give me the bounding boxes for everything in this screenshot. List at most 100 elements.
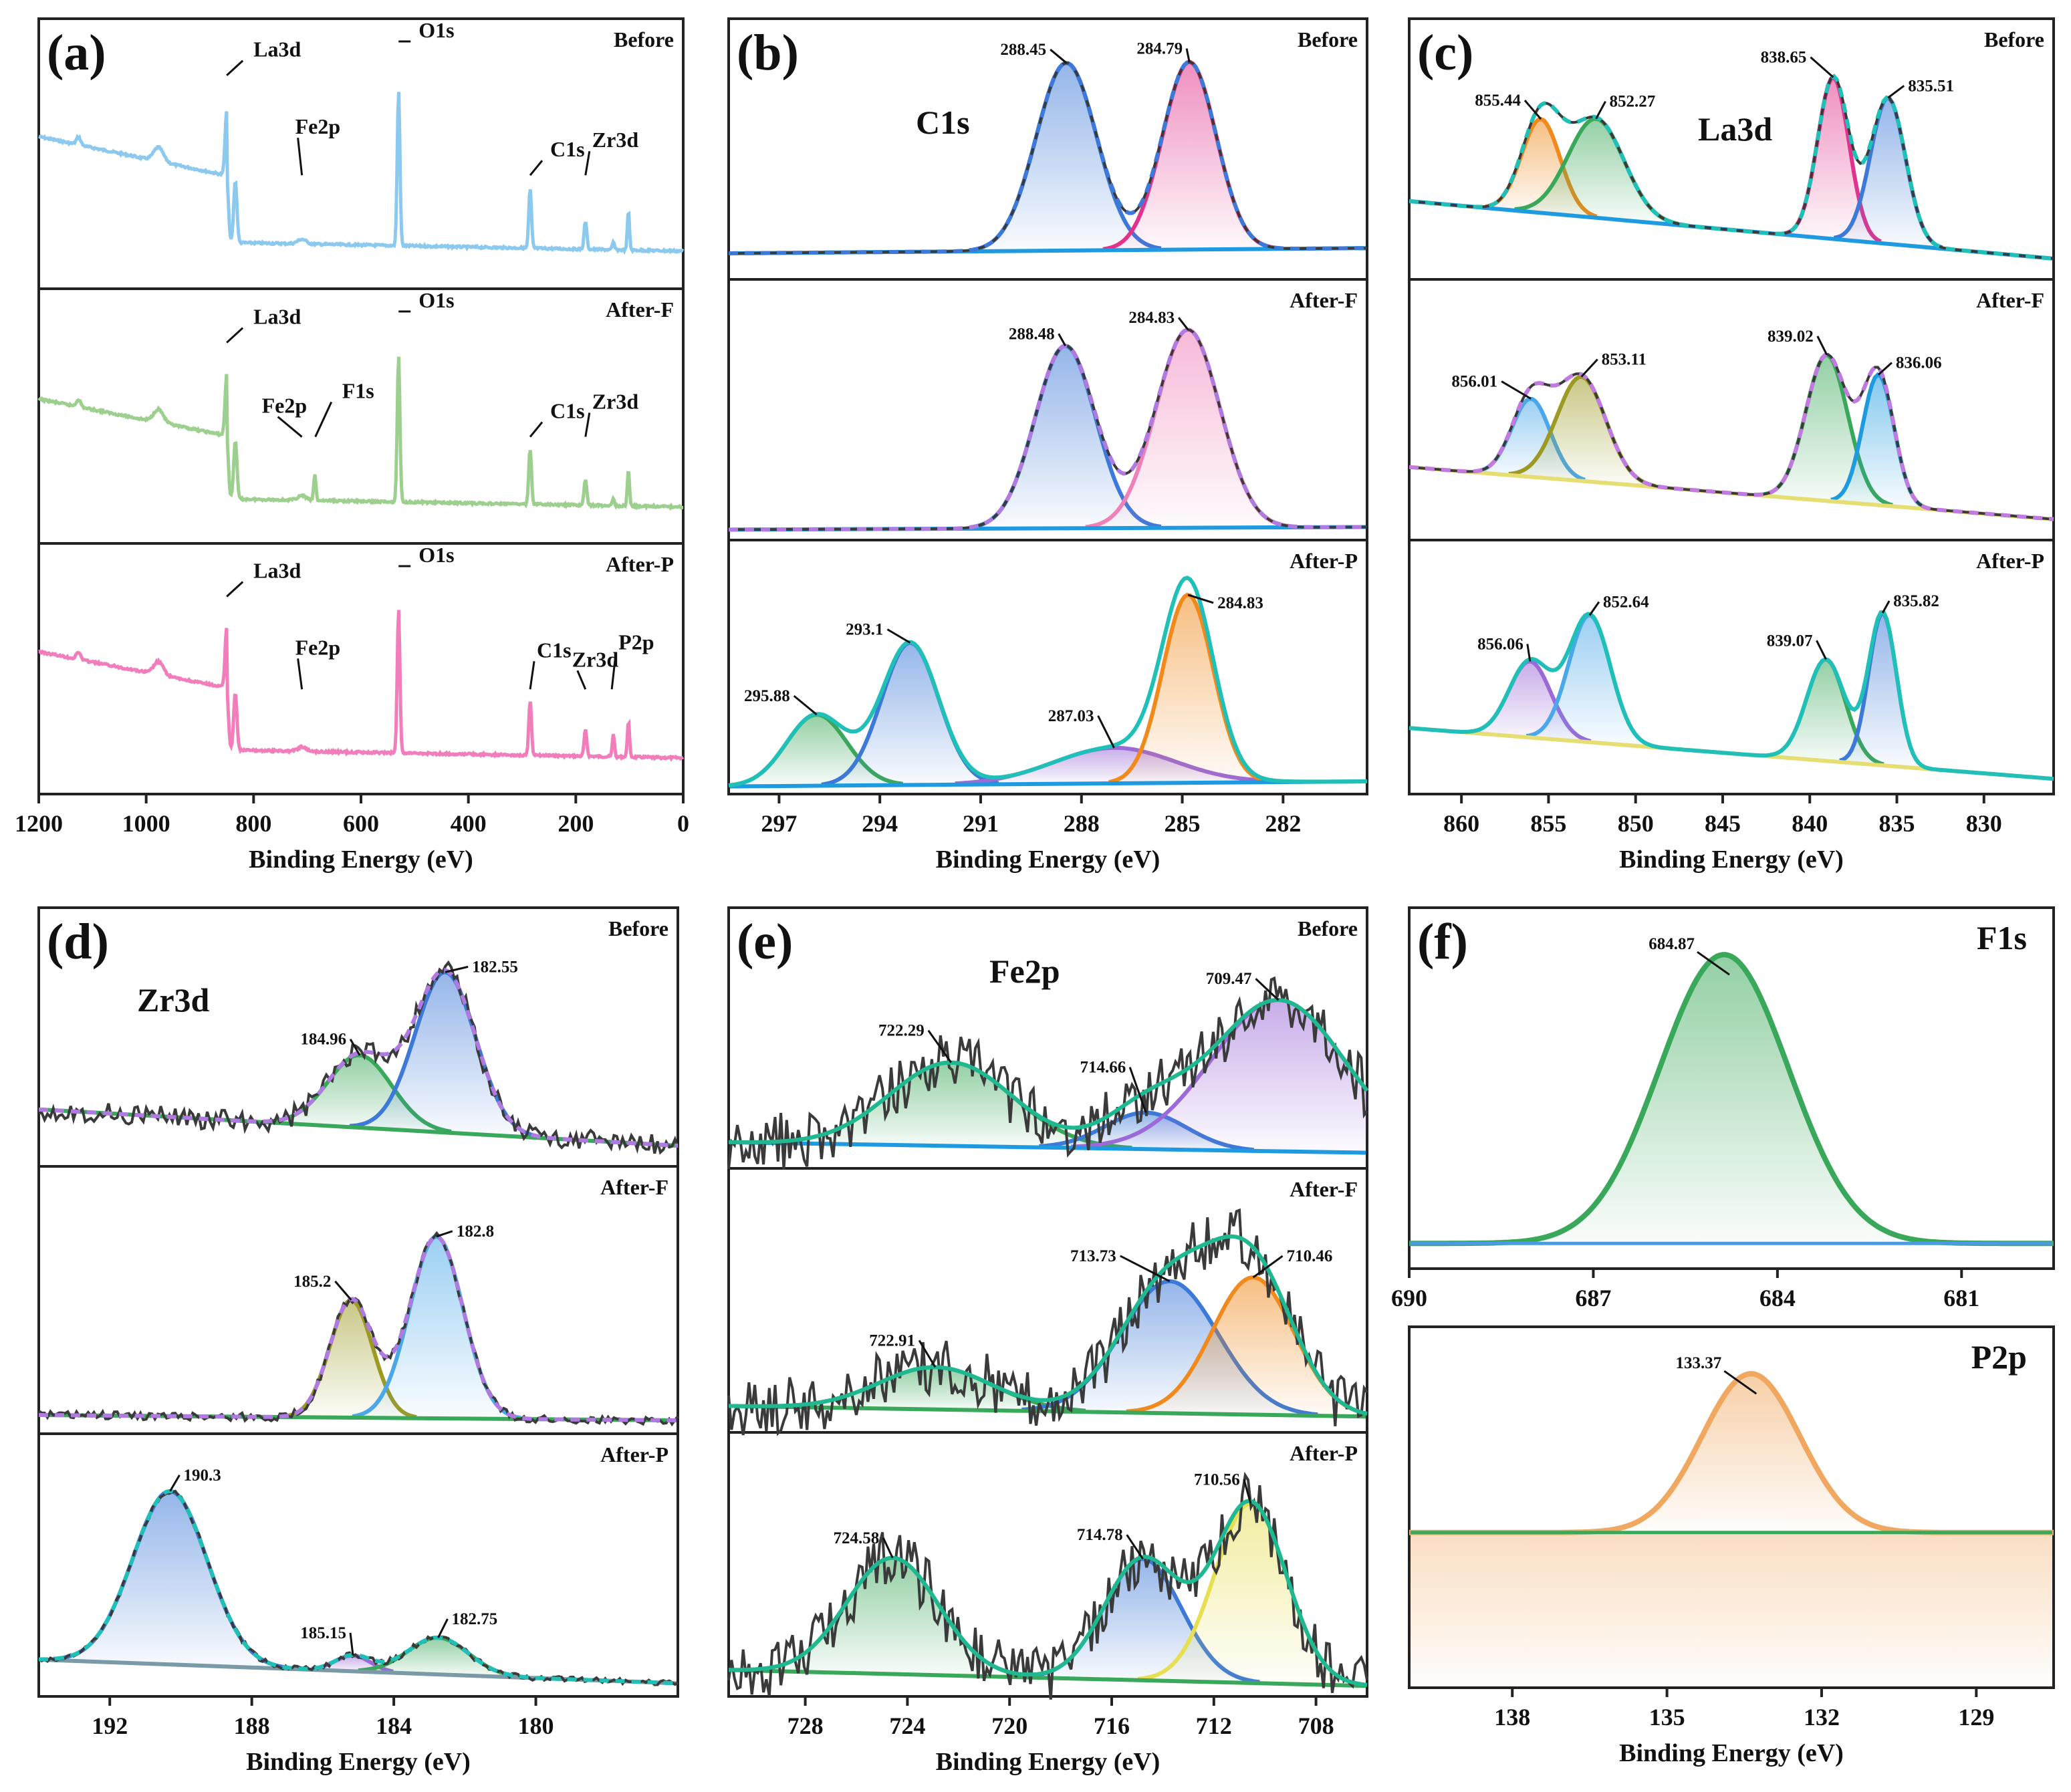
panel-b-s2-peak-fill — [821, 642, 999, 786]
panel-e-s0-peak-label: 714.66 — [1080, 1059, 1126, 1077]
panel-a-s2-peak-label: P2p — [618, 630, 654, 654]
panel-b-tick-label: 291 — [963, 810, 999, 837]
panel-c-s2-leader — [1881, 600, 1891, 614]
panel-a-s0-peak-label: C1s — [550, 137, 585, 161]
panel-b-tick-label: 294 — [862, 810, 898, 837]
panel-e-s1-envelope — [728, 1234, 1368, 1416]
panel-f-top-tick-label: 684 — [1759, 1285, 1796, 1311]
panel-c-s2-leader — [1816, 640, 1827, 660]
panel-c-s2-peak-label: 852.64 — [1603, 593, 1649, 611]
panel-b-s2-peak-label: 287.03 — [1048, 707, 1094, 725]
panel-e-s2-peak-label: 710.56 — [1194, 1470, 1240, 1489]
panel-e-s1-peak-label: 713.73 — [1070, 1247, 1116, 1265]
panel-b-s0-condition: Before — [1298, 27, 1358, 51]
panel-e-s1-background — [729, 1404, 1366, 1419]
panel-b-s1-peak-label: 284.83 — [1128, 309, 1175, 327]
panel-a-s0-spectrum — [38, 92, 685, 255]
panel-a-s2-leader — [610, 653, 617, 690]
panel-a-s0-leader — [226, 59, 244, 76]
panel-d-s0-peak-fill — [349, 972, 539, 1138]
panel-a-s0-leader — [297, 138, 303, 176]
panel-b-tick-label: 288 — [1064, 810, 1100, 837]
panel-e-s2-leader — [1243, 1479, 1252, 1504]
panel-a-frame — [37, 17, 685, 795]
panel-a-s1-spectrum — [37, 356, 683, 511]
panel-c-s0-peak-label: 855.44 — [1475, 92, 1521, 110]
panel-e-s1-condition: After-F — [1290, 1177, 1358, 1201]
panel-c-s2-peak-fill — [1526, 615, 1653, 747]
panel-f-top-leader — [1697, 950, 1730, 976]
panel-a-s2-leader — [529, 661, 535, 690]
panel-a-tick-label: 600 — [343, 810, 379, 837]
panel-a-s1-peak-label: Fe2p — [262, 394, 308, 418]
panel-d-s2-raw — [37, 1489, 679, 1686]
panel-b-s0-peak-label: 284.79 — [1136, 40, 1183, 58]
panel-e-tick-label: 720 — [991, 1712, 1027, 1739]
panel-c-s2-envelope — [1409, 610, 2054, 781]
panel-e-s0-peak-fill — [1071, 1000, 1367, 1153]
panel-c-s2-leader — [1588, 601, 1600, 616]
panel-b-s2-envelope — [728, 575, 1367, 788]
panel-f-bottom-tick-label: 138 — [1494, 1704, 1530, 1731]
panel-a-s1-leader — [584, 412, 591, 437]
panel-e-frame — [727, 906, 1368, 1698]
panel-c-s1-peak-label: 853.11 — [1602, 351, 1647, 369]
panel-c-s0-peak-fill — [1784, 77, 1881, 243]
panel-a-s2-peak-label: O1s — [418, 543, 454, 567]
panel-b-s2-leader — [1097, 715, 1115, 749]
panel-f-letter: (f) — [1417, 914, 1468, 970]
panel-a-s2-condition: After-P — [606, 552, 674, 576]
panel-b-s1-peak-label: 288.48 — [1009, 325, 1055, 343]
panel-a-s1-leader — [226, 327, 244, 344]
panel-a-tick-label: 400 — [451, 810, 487, 837]
panel-e-s0-leader — [927, 1029, 952, 1063]
panel-a-s1-peak-label: C1s — [550, 399, 585, 423]
panel-e-s2-peak-label: 724.58 — [833, 1529, 879, 1547]
panel-f-bottom-peak-fill — [1409, 1374, 2054, 1533]
panel-e-s0-peak-label: 722.29 — [878, 1022, 925, 1040]
panel-d-s0-envelope — [38, 968, 679, 1148]
panel-c-tick-label: 845 — [1705, 810, 1741, 837]
panel-d-tick-label: 188 — [234, 1712, 270, 1739]
panel-a-s1-leader — [529, 421, 543, 438]
panel-f-top-element: F1s — [1977, 919, 2027, 956]
panel-a-s1-peak-label: O1s — [418, 288, 454, 312]
panel-e-s0-background — [729, 1140, 1366, 1155]
panel-a-s1-peak-label: Zr3d — [592, 390, 639, 414]
panel-c-s0-condition: Before — [1984, 27, 2044, 51]
panel-b-s2-peak-label: 293.1 — [846, 621, 883, 639]
panel-e-tick-label: 724 — [889, 1712, 925, 1739]
panel-d-s0-peak-label: 182.55 — [472, 958, 518, 976]
panel-d-s1-condition: After-F — [600, 1175, 668, 1199]
panel-e-s0-leader — [1255, 978, 1280, 1001]
panel-f-top-tick-label: 681 — [1943, 1285, 1979, 1311]
panel-a-s1-leader — [314, 401, 333, 438]
panel-a-letter: (a) — [47, 25, 106, 81]
panel-b-s0-peak-fill — [969, 63, 1161, 252]
panel-d-s2-peak-fill — [53, 1491, 289, 1669]
panel-b-s1-leader — [1177, 317, 1189, 331]
panel-b-s2-condition: After-P — [1290, 549, 1358, 573]
panel-c-s0-envelope — [1409, 74, 2054, 261]
panel-f-bottom-peak-label: 133.37 — [1676, 1354, 1722, 1372]
panel-f-bottom-xlabel: Binding Energy (eV) — [1619, 1739, 1844, 1767]
panel-c-s0-peak-fill — [1834, 98, 1943, 249]
panel-c-s0-peak-label: 852.27 — [1610, 93, 1656, 111]
panel-a-s1-peak-label: La3d — [253, 305, 301, 329]
panel-c-s0-peak-fill — [1514, 118, 1679, 225]
panel-d-tick-label: 180 — [518, 1712, 554, 1739]
panel-c-s2-leader — [1526, 644, 1532, 662]
panel-c-s2-peak-label: 856.06 — [1477, 635, 1524, 653]
panel-d-s2-leader — [437, 1618, 449, 1638]
panel-d-s1-background — [39, 1413, 677, 1422]
panel-c-s1-leader — [1816, 336, 1828, 356]
panel-d-xlabel: Binding Energy (eV) — [246, 1748, 471, 1776]
panel-e-xlabel: Binding Energy (eV) — [936, 1748, 1161, 1776]
panel-c-s1-envelope — [1409, 352, 2054, 521]
panel-a-s2-peak-label: C1s — [537, 638, 572, 662]
panel-d-s1-leader — [334, 1280, 352, 1301]
panel-e-tick-label: 716 — [1094, 1712, 1130, 1739]
panel-f-bottom-leader — [1723, 1370, 1757, 1395]
panel-b-s0-peak-fill — [1102, 61, 1275, 251]
panel-d-s2-envelope — [39, 1489, 679, 1686]
